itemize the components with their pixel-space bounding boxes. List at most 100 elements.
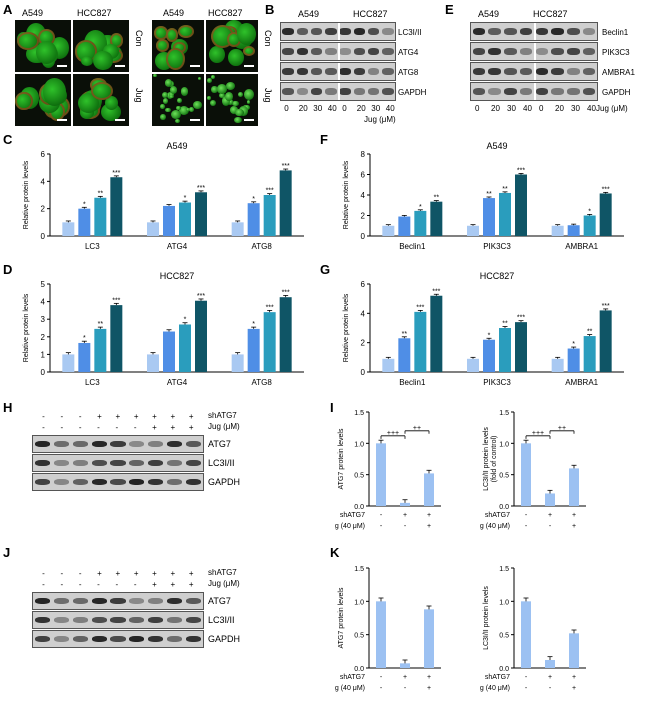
blot-band (582, 28, 596, 35)
cell (165, 107, 172, 113)
blot-band (504, 88, 517, 95)
x-category-label: ATG8 (252, 378, 273, 387)
cell (209, 45, 225, 63)
lane-label: - (78, 412, 82, 421)
y-tick-label: 1.0 (354, 441, 364, 448)
significance-mark: * (83, 335, 86, 342)
blot-band (353, 68, 366, 75)
cell (210, 75, 215, 80)
blot-j-shatg7-label: shATG7 (208, 568, 237, 577)
micro-a549-label-2: A549 (163, 8, 185, 18)
cell (15, 91, 33, 111)
cell (225, 81, 236, 91)
bar (569, 633, 579, 668)
cell (165, 79, 173, 87)
y-axis-label: Relative protein levels (23, 160, 30, 229)
y-tick-label: 0.0 (354, 666, 364, 673)
blot-band (488, 28, 501, 35)
y-tick-label: 0.5 (499, 633, 509, 640)
blot-band (310, 48, 323, 55)
cell (180, 87, 189, 96)
blot-band (91, 597, 107, 605)
cell (177, 24, 194, 38)
lane-label: - (42, 569, 45, 578)
blot-band (186, 478, 202, 486)
cell (35, 40, 58, 65)
western-blot-j (32, 592, 204, 650)
blot-band (129, 635, 145, 643)
bar (247, 328, 260, 372)
legend-shatg7-label: shATG7 (485, 674, 510, 681)
blot-e-doses: 0 20 30 40 0 20 30 40 (470, 104, 598, 114)
blot-separator (534, 43, 536, 60)
blot-band (110, 635, 126, 643)
y-tick-label: 0.0 (499, 666, 509, 673)
scale-bar (190, 119, 200, 121)
blot-j-row-atg7: ATG7 (208, 596, 231, 606)
blot-band (186, 616, 202, 624)
significance-mark: *** (266, 188, 274, 195)
blot-e-row-beclin1: Beclin1 (602, 28, 629, 37)
x-category-label: PIK3C3 (483, 242, 511, 251)
lane-label: 20 (491, 104, 500, 113)
blot-band (535, 88, 549, 95)
blot-band (72, 616, 88, 624)
blot-band (367, 28, 380, 35)
y-tick-label: 4 (361, 191, 366, 200)
blot-band (504, 28, 517, 35)
legend-jug-label: Jug (40 μM) (335, 685, 365, 692)
lane-label: 40 (385, 104, 395, 113)
legend-sign: - (525, 523, 528, 530)
bar (551, 358, 564, 372)
significance-mark: * (252, 321, 255, 328)
y-tick-label: 4 (41, 298, 46, 307)
lane-label: 0 (342, 104, 347, 113)
blot-band (34, 597, 50, 605)
lane-label: + (133, 569, 139, 578)
blot-band (504, 48, 517, 55)
y-axis-label: Relative protein levels (23, 293, 30, 362)
legend-sign: + (427, 674, 431, 681)
blot-separator (534, 23, 536, 40)
y-tick-label: 6 (41, 150, 46, 159)
blot-band (186, 597, 202, 605)
blot-band (129, 459, 145, 467)
legend-jug-label: Jug (40 μM) (480, 685, 510, 692)
bar (147, 222, 159, 236)
blot-b-row-labels: LC3I/II ATG4 ATG8 GAPDH (398, 23, 426, 103)
y-tick-label: 5 (41, 280, 46, 289)
blot-band (34, 459, 50, 467)
cell (161, 91, 169, 99)
blot-strip (470, 62, 598, 81)
cell (225, 92, 234, 102)
bar (94, 328, 107, 372)
significance-mark: *** (517, 315, 525, 322)
micrograph-hcc827-jug (73, 74, 129, 126)
scale-bar (244, 119, 254, 121)
blot-band (148, 459, 164, 467)
lane-label: 30 (507, 104, 516, 113)
bar (567, 348, 580, 372)
cell (160, 103, 166, 110)
bar (78, 208, 91, 236)
lane-label: 30 (571, 104, 580, 113)
blot-band (53, 440, 69, 448)
blot-separator (338, 63, 340, 80)
blot-band (129, 440, 145, 448)
blot-band (325, 48, 337, 55)
blot-band (110, 478, 126, 486)
cell (227, 99, 233, 105)
lane-label: - (97, 423, 100, 432)
cell (169, 94, 174, 99)
blot-band (488, 88, 501, 95)
blot-band (72, 635, 88, 643)
lane-label: 30 (313, 104, 323, 113)
legend-sign: - (549, 685, 552, 692)
blot-band (129, 616, 145, 624)
blot-band (551, 48, 564, 55)
bar (279, 170, 292, 236)
micrograph-a549-con (15, 20, 71, 72)
x-category-label: Beclin1 (399, 242, 426, 251)
scale-bar (115, 65, 125, 67)
blot-band (472, 88, 486, 95)
